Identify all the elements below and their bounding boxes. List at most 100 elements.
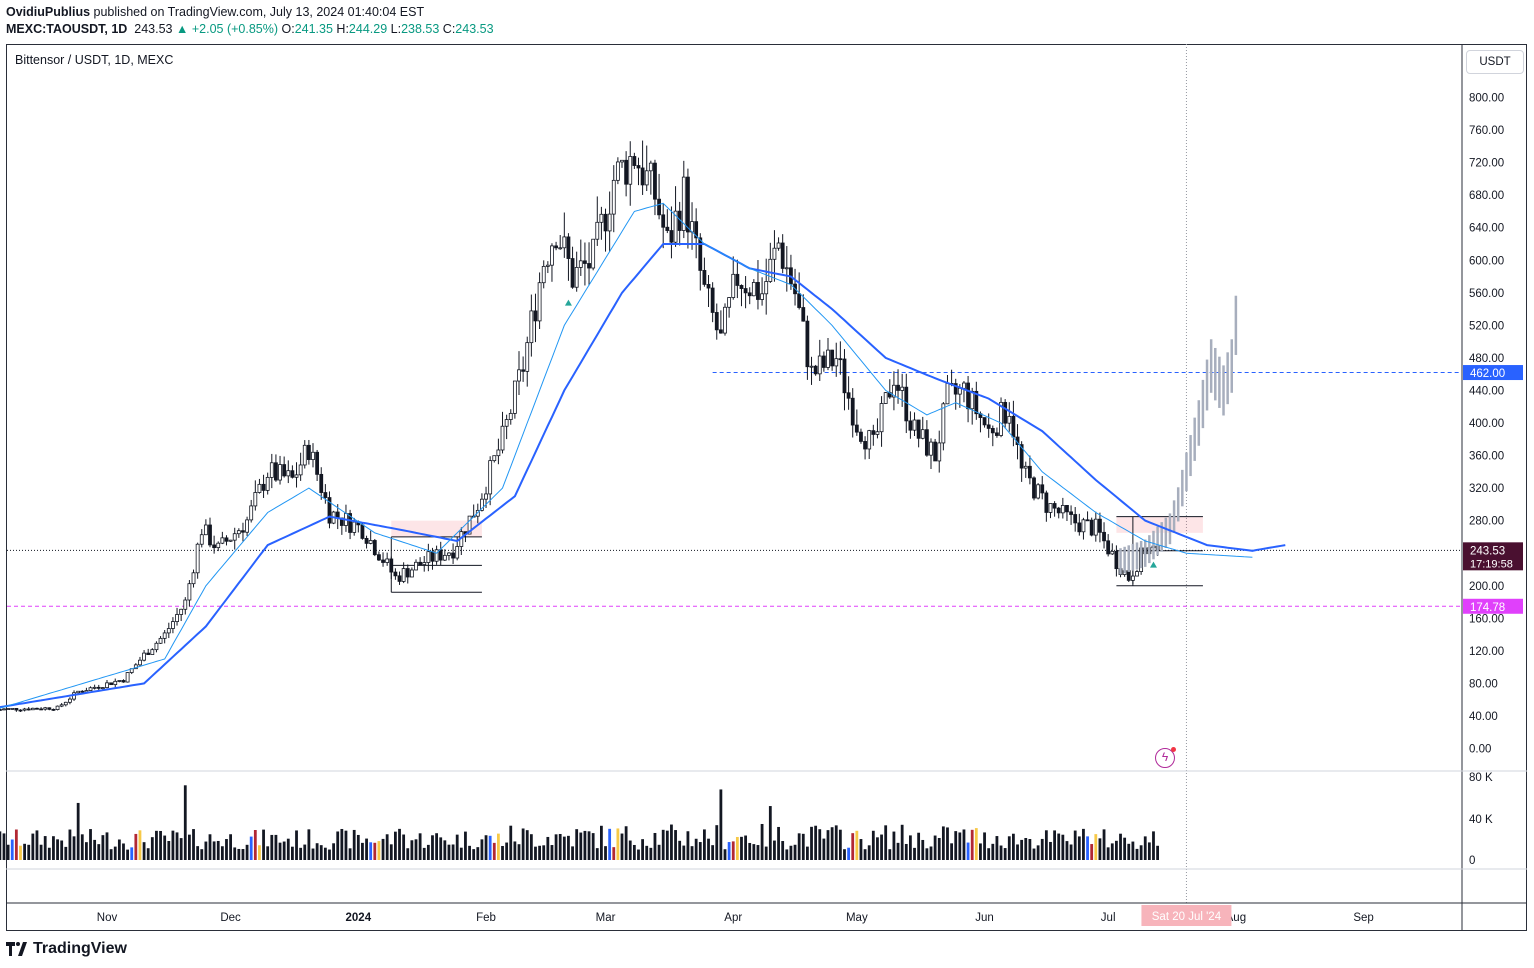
candle-body[interactable]: [1023, 465, 1028, 469]
candle-body[interactable]: [35, 707, 39, 710]
candle-body[interactable]: [904, 386, 909, 422]
candle-body[interactable]: [500, 425, 505, 451]
candle-body[interactable]: [595, 221, 600, 240]
candle-body[interactable]: [179, 608, 184, 615]
candle-body[interactable]: [175, 614, 179, 622]
candle-body[interactable]: [158, 637, 163, 644]
candle-body[interactable]: [809, 365, 814, 368]
candle-body[interactable]: [385, 558, 390, 563]
candle-body[interactable]: [1110, 550, 1115, 555]
candle-body[interactable]: [442, 554, 447, 561]
candle-body[interactable]: [1069, 511, 1073, 515]
candle-body[interactable]: [1040, 484, 1045, 494]
candle-body[interactable]: [306, 444, 311, 460]
candle-body[interactable]: [521, 369, 526, 372]
candle-body[interactable]: [962, 382, 966, 389]
candle-body[interactable]: [982, 417, 987, 426]
candle-body[interactable]: [1085, 519, 1090, 522]
candle-body[interactable]: [405, 568, 410, 578]
candle-body[interactable]: [772, 247, 777, 260]
candle-body[interactable]: [232, 533, 237, 541]
candle-body[interactable]: [496, 449, 501, 457]
candle-body[interactable]: [418, 561, 423, 566]
candle-body[interactable]: [879, 403, 884, 433]
candle-body[interactable]: [10, 707, 15, 710]
candle-body[interactable]: [706, 284, 711, 289]
candle-body[interactable]: [1007, 415, 1012, 424]
candle-body[interactable]: [63, 701, 68, 706]
candle-body[interactable]: [550, 245, 554, 266]
candle-body[interactable]: [43, 707, 48, 710]
candle-body[interactable]: [47, 707, 52, 710]
candle-body[interactable]: [30, 707, 35, 711]
candle-body[interactable]: [51, 708, 56, 711]
candle-body[interactable]: [834, 358, 839, 367]
candle-body[interactable]: [892, 384, 896, 398]
candle-body[interactable]: [39, 708, 43, 711]
candle-body[interactable]: [298, 464, 303, 476]
candle-body[interactable]: [990, 428, 995, 434]
candle-body[interactable]: [805, 320, 810, 368]
candle-body[interactable]: [537, 282, 542, 322]
candle-body[interactable]: [924, 429, 929, 456]
candle-body[interactable]: [224, 537, 229, 542]
candle-body[interactable]: [681, 176, 686, 231]
candle-body[interactable]: [187, 583, 192, 601]
candle-body[interactable]: [883, 392, 888, 404]
candle-body[interactable]: [150, 649, 155, 655]
candle-body[interactable]: [426, 551, 431, 563]
candle-body[interactable]: [360, 524, 365, 539]
candle-body[interactable]: [908, 420, 913, 431]
candle-body[interactable]: [850, 397, 855, 426]
candle-body[interactable]: [117, 680, 122, 682]
candle-body[interactable]: [191, 572, 196, 585]
candle-body[interactable]: [6, 708, 11, 710]
candle-body[interactable]: [245, 519, 249, 533]
candle-body[interactable]: [1065, 504, 1069, 513]
candle-body[interactable]: [451, 552, 455, 559]
candle-body[interactable]: [842, 358, 847, 394]
candle-body[interactable]: [348, 513, 352, 533]
candle-body[interactable]: [253, 492, 258, 507]
candle-body[interactable]: [414, 561, 418, 571]
candle-body[interactable]: [517, 369, 521, 382]
candle-body[interactable]: [574, 267, 579, 288]
candle-body[interactable]: [1060, 504, 1065, 514]
candle-body[interactable]: [817, 355, 822, 375]
candle-body[interactable]: [665, 226, 670, 231]
candle-body[interactable]: [1036, 484, 1041, 499]
tradingview-logo[interactable]: TradingView: [6, 940, 127, 958]
currency-unit-button[interactable]: USDT: [1466, 50, 1524, 74]
candle-body[interactable]: [430, 551, 435, 562]
candle-body[interactable]: [570, 258, 575, 288]
candle-body[interactable]: [615, 161, 620, 181]
candle-body[interactable]: [480, 498, 484, 511]
candle-body[interactable]: [294, 474, 299, 478]
candle-body[interactable]: [1081, 519, 1086, 533]
candle-body[interactable]: [166, 628, 171, 634]
candle-body[interactable]: [995, 432, 999, 436]
candle-body[interactable]: [731, 273, 736, 298]
candle-body[interactable]: [269, 462, 274, 478]
candle-body[interactable]: [1077, 522, 1082, 533]
candle-body[interactable]: [1126, 570, 1131, 581]
candle-body[interactable]: [669, 230, 674, 243]
candle-body[interactable]: [286, 470, 291, 477]
candle-body[interactable]: [512, 380, 517, 414]
candle-body[interactable]: [467, 515, 472, 535]
candle-body[interactable]: [488, 460, 493, 495]
candle-body[interactable]: [282, 464, 287, 477]
candle-body[interactable]: [1056, 507, 1061, 514]
candle-body[interactable]: [508, 412, 513, 420]
candle-body[interactable]: [607, 213, 612, 232]
candle-body[interactable]: [315, 451, 320, 475]
candle-body[interactable]: [867, 430, 872, 450]
candle-body[interactable]: [578, 260, 583, 268]
candle-body[interactable]: [249, 505, 254, 521]
candle-body[interactable]: [760, 293, 764, 300]
candle-body[interactable]: [1106, 540, 1111, 555]
candle-body[interactable]: [723, 306, 727, 334]
candle-body[interactable]: [76, 690, 81, 694]
candle-body[interactable]: [274, 462, 278, 481]
candle-body[interactable]: [648, 162, 653, 172]
